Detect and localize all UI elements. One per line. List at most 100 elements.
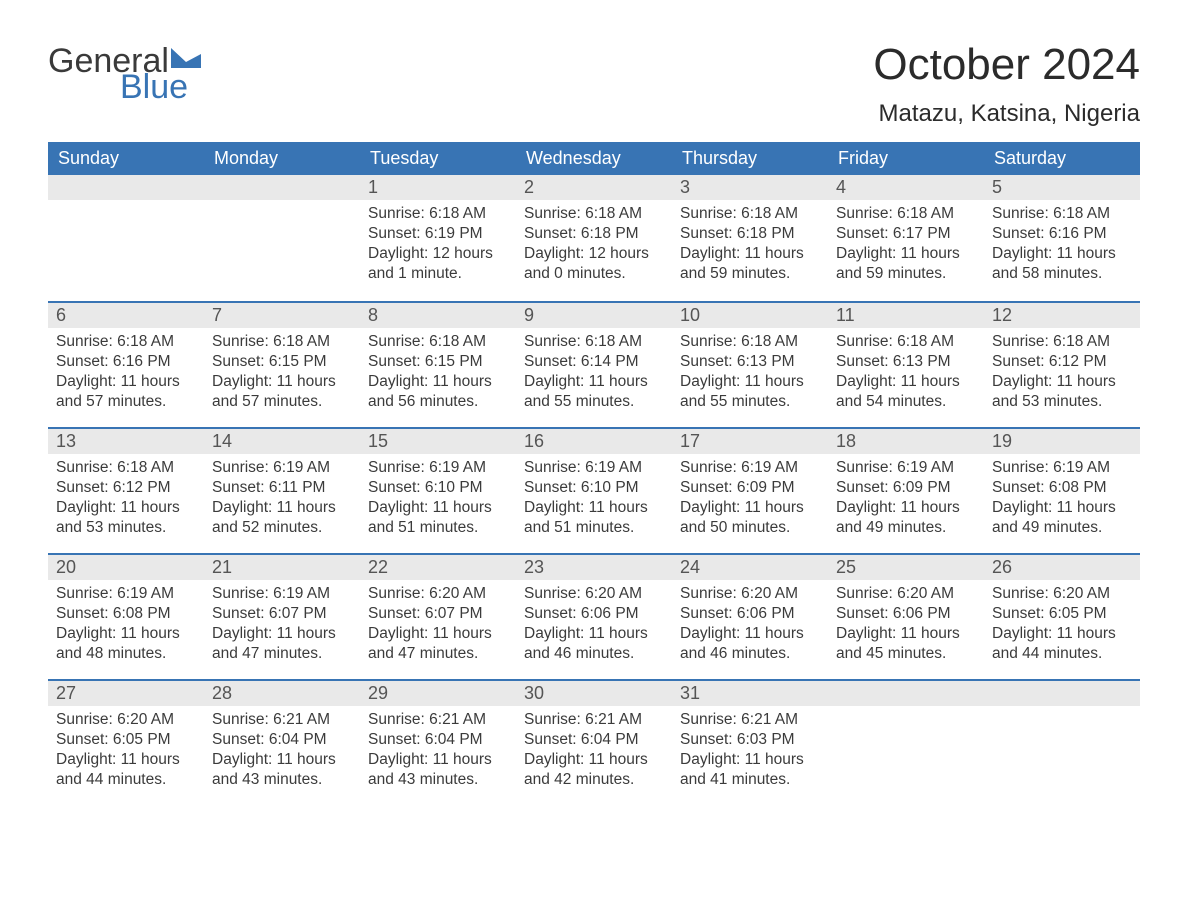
day-number-bar: 13 (48, 429, 204, 454)
sunset-line: Sunset: 6:11 PM (212, 478, 352, 498)
day-cell: 2Sunrise: 6:18 AMSunset: 6:18 PMDaylight… (516, 175, 672, 301)
day-body: Sunrise: 6:20 AMSunset: 6:06 PMDaylight:… (516, 584, 672, 665)
week-row: 1Sunrise: 6:18 AMSunset: 6:19 PMDaylight… (48, 175, 1140, 301)
daylight-line: Daylight: 11 hours and 53 minutes. (56, 498, 196, 538)
daylight-line: Daylight: 11 hours and 43 minutes. (368, 750, 508, 790)
sunset-line: Sunset: 6:13 PM (680, 352, 820, 372)
sunrise-line: Sunrise: 6:20 AM (992, 584, 1132, 604)
day-number-bar: 3 (672, 175, 828, 200)
sunrise-line: Sunrise: 6:18 AM (836, 332, 976, 352)
sunrise-line: Sunrise: 6:19 AM (56, 584, 196, 604)
weekday-header-row: SundayMondayTuesdayWednesdayThursdayFrid… (48, 142, 1140, 175)
sunrise-line: Sunrise: 6:21 AM (212, 710, 352, 730)
day-number-bar: 5 (984, 175, 1140, 200)
day-body: Sunrise: 6:18 AMSunset: 6:16 PMDaylight:… (48, 332, 204, 413)
daylight-line: Daylight: 11 hours and 48 minutes. (56, 624, 196, 664)
day-body: Sunrise: 6:20 AMSunset: 6:07 PMDaylight:… (360, 584, 516, 665)
day-cell: 26 Sunrise: 6:20 AMSunset: 6:05 PMDayligh… (984, 555, 1140, 679)
weeks-container: 1 Sunrise: 6:18 AM Sunset: 6:19 PM Daylight… (48, 175, 1140, 805)
daylight-line: Daylight: 11 hours and 52 minutes. (212, 498, 352, 538)
day-body: Sunrise: 6:18 AMSunset: 6:15 PMDaylight:… (204, 332, 360, 413)
day-cell: 12Sunrise: 6:18 AMSunset: 6:12 PMDayligh… (984, 303, 1140, 427)
sunrise-line: Sunrise: 6:19 AM (680, 458, 820, 478)
day-cell (204, 175, 360, 301)
day-cell (828, 681, 984, 805)
day-body: Sunrise: 6:19 AMSunset: 6:08 PMDaylight:… (984, 458, 1140, 539)
week-row: 6 Sunrise: 6:18 AMSunset: 6:16 PMDaylight… (48, 301, 1140, 427)
sunset-line: Sunset: 6:06 PM (680, 604, 820, 624)
day-number-bar: 30 (516, 681, 672, 706)
daylight-line: Daylight: 11 hours and 47 minutes. (368, 624, 508, 664)
sunrise-line: Sunrise: 6:20 AM (836, 584, 976, 604)
daylight-line: Daylight: 11 hours and 43 minutes. (212, 750, 352, 790)
sunrise-line: Sunrise: 6:18 AM (56, 332, 196, 352)
day-cell: 8Sunrise: 6:18 AMSunset: 6:15 PMDaylight… (360, 303, 516, 427)
day-number-bar: 1 (360, 175, 516, 200)
weekday-wednesday: Wednesday (516, 142, 672, 175)
day-body: Sunrise: 6:18 AMSunset: 6:16 PMDaylight:… (984, 204, 1140, 285)
day-number-bar: 6 (48, 303, 204, 328)
sunset-line: Sunset: 6:17 PM (836, 224, 976, 244)
day-body: Sunrise: 6:20 AMSunset: 6:06 PMDaylight:… (828, 584, 984, 665)
daylight-line: Daylight: 11 hours and 46 minutes. (524, 624, 664, 664)
daylight-line: Daylight: 11 hours and 55 minutes. (524, 372, 664, 412)
sunset-line: Sunset: 6:07 PM (212, 604, 352, 624)
day-body: Sunrise: 6:20 AMSunset: 6:05 PMDaylight:… (984, 584, 1140, 665)
daylight-line: Daylight: 11 hours and 49 minutes. (836, 498, 976, 538)
sunrise-line: Sunrise: 6:21 AM (524, 710, 664, 730)
day-number-bar: 7 (204, 303, 360, 328)
sunrise-line: Sunrise: 6:18 AM (992, 204, 1132, 224)
day-cell: 31Sunrise: 6:21 AMSunset: 6:03 PMDayligh… (672, 681, 828, 805)
day-body: Sunrise: 6:18 AMSunset: 6:12 PMDaylight:… (984, 332, 1140, 413)
day-cell: 14Sunrise: 6:19 AMSunset: 6:11 PMDayligh… (204, 429, 360, 553)
day-body: Sunrise: 6:18 AMSunset: 6:18 PMDaylight:… (672, 204, 828, 285)
sunset-line: Sunset: 6:09 PM (680, 478, 820, 498)
daylight-line: Daylight: 11 hours and 49 minutes. (992, 498, 1132, 538)
day-number-bar: 23 (516, 555, 672, 580)
day-body: Sunrise: 6:20 AMSunset: 6:05 PMDaylight:… (48, 710, 204, 791)
sunrise-line: Sunrise: 6:21 AM (680, 710, 820, 730)
month-title: October 2024 (873, 40, 1140, 90)
day-body: Sunrise: 6:21 AMSunset: 6:04 PMDaylight:… (360, 710, 516, 791)
sunset-line: Sunset: 6:05 PM (56, 730, 196, 750)
header: General Blue October 2024 Matazu, Katsin… (48, 40, 1140, 128)
day-number-bar: 20 (48, 555, 204, 580)
daylight-line: Daylight: 11 hours and 42 minutes. (524, 750, 664, 790)
day-cell: 28Sunrise: 6:21 AMSunset: 6:04 PMDayligh… (204, 681, 360, 805)
day-body: Sunrise: 6:19 AMSunset: 6:09 PMDaylight:… (672, 458, 828, 539)
sunrise-line: Sunrise: 6:19 AM (524, 458, 664, 478)
logo: General Blue (48, 40, 201, 104)
weekday-friday: Friday (828, 142, 984, 175)
sunset-line: Sunset: 6:14 PM (524, 352, 664, 372)
sunset-line: Sunset: 6:04 PM (212, 730, 352, 750)
day-number-bar: 15 (360, 429, 516, 454)
daylight-line: Daylight: 11 hours and 51 minutes. (368, 498, 508, 538)
sunset-line: Sunset: 6:10 PM (368, 478, 508, 498)
daylight-line: Daylight: 11 hours and 44 minutes. (56, 750, 196, 790)
day-number-bar: 19 (984, 429, 1140, 454)
day-number-bar: 24 (672, 555, 828, 580)
sunrise-line: Sunrise: 6:21 AM (368, 710, 508, 730)
sunset-line: Sunset: 6:19 PM (368, 224, 508, 244)
sunrise-line: Sunrise: 6:18 AM (836, 204, 976, 224)
daylight-line: Daylight: 11 hours and 55 minutes. (680, 372, 820, 412)
day-number-bar: 26 (984, 555, 1140, 580)
sunrise-line: Sunrise: 6:19 AM (212, 584, 352, 604)
sunrise-line: Sunrise: 6:18 AM (992, 332, 1132, 352)
weekday-monday: Monday (204, 142, 360, 175)
day-cell: 30Sunrise: 6:21 AMSunset: 6:04 PMDayligh… (516, 681, 672, 805)
sunrise-line: Sunrise: 6:18 AM (368, 332, 508, 352)
daylight-line: Daylight: 11 hours and 51 minutes. (524, 498, 664, 538)
weekday-thursday: Thursday (672, 142, 828, 175)
sunset-line: Sunset: 6:18 PM (524, 224, 664, 244)
day-number-bar: 21 (204, 555, 360, 580)
day-body: Sunrise: 6:18 AMSunset: 6:18 PMDaylight:… (516, 204, 672, 285)
sunset-line: Sunset: 6:15 PM (368, 352, 508, 372)
sunset-line: Sunset: 6:12 PM (56, 478, 196, 498)
daylight-line: Daylight: 11 hours and 45 minutes. (836, 624, 976, 664)
day-number-bar: 29 (360, 681, 516, 706)
sunrise-line: Sunrise: 6:19 AM (992, 458, 1132, 478)
sunset-line: Sunset: 6:10 PM (524, 478, 664, 498)
sunrise-line: Sunrise: 6:18 AM (524, 332, 664, 352)
day-number-bar: 10 (672, 303, 828, 328)
